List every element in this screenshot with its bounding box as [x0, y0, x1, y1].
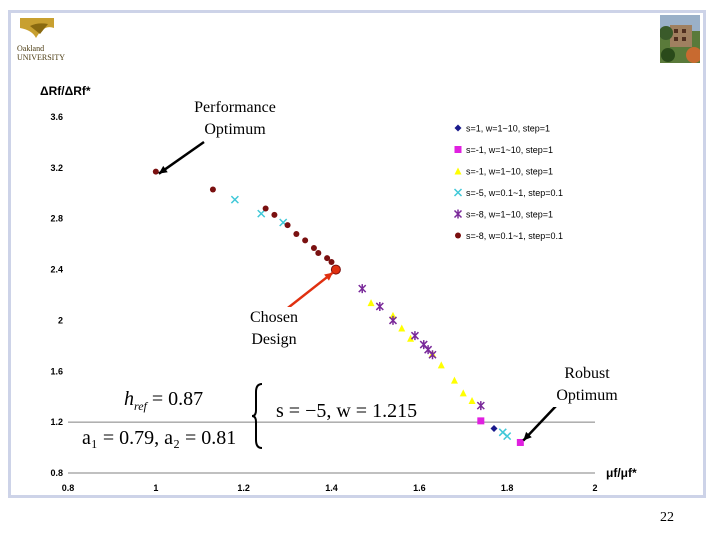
x-axis-title: μf/μf*	[606, 466, 637, 480]
href-equation: href = 0.87	[124, 388, 203, 414]
y-tick-label: 2.4	[50, 265, 63, 275]
sw-params-equation: s = −5, w = 1.215	[276, 400, 418, 422]
slide-frame	[8, 10, 706, 498]
x-tick-label: 2	[592, 483, 597, 493]
data-point	[209, 186, 216, 193]
data-point	[358, 284, 367, 294]
data-point	[302, 237, 309, 244]
chosen-design-point	[330, 264, 341, 275]
legend-label: s=-8, w=0.1~1, step=0.1	[466, 231, 563, 241]
robust-arrow-head	[523, 431, 532, 441]
data-point	[428, 350, 437, 360]
y-tick-label: 1.2	[50, 417, 63, 427]
robust-optimum-line1: Robust	[564, 365, 610, 382]
campus-photo-icon	[660, 15, 700, 63]
brace-icon	[252, 383, 263, 449]
y-tick-label: 0.8	[50, 468, 63, 478]
data-point	[388, 315, 398, 325]
legend-label: s=-5, w=0.1~1, step=0.1	[466, 188, 563, 198]
logo-line2: UNIVERSITY	[17, 53, 65, 62]
performance-optimum-line2: Optimum	[204, 121, 266, 138]
legend-label: s=1, w=1~10, step=1	[466, 124, 550, 134]
performance-arrow-head	[158, 165, 168, 174]
x-tick-label: 1.2	[237, 483, 250, 493]
x-tick-label: 1	[153, 483, 158, 493]
data-point	[324, 255, 331, 262]
legend-marker	[454, 167, 462, 175]
data-point	[477, 417, 485, 425]
chosen-arrow-head	[324, 272, 333, 281]
y-tick-label: 3.6	[50, 112, 63, 122]
href-symbol: h	[124, 388, 134, 410]
data-point	[230, 195, 239, 204]
y-axis-title: ΔRf/ΔRf*	[40, 84, 91, 98]
robust-optimum-line2: Optimum	[556, 387, 618, 404]
chosen-design-line2: Design	[251, 331, 297, 348]
data-point	[375, 301, 384, 311]
href-subscript: ref	[134, 399, 147, 413]
data-point	[310, 244, 317, 251]
performance-optimum-label: Performance Optimum	[170, 97, 300, 141]
robust-optimum-label: Robust Optimum	[540, 363, 634, 407]
data-point	[410, 331, 419, 341]
performance-optimum-line1: Performance	[194, 99, 276, 116]
logo-line1: Oakland	[17, 44, 45, 53]
data-point	[476, 401, 485, 411]
data-point	[262, 205, 269, 212]
chosen-design-line1: Chosen	[250, 309, 298, 326]
legend-label: s=-8, w=1~10, step=1	[466, 210, 553, 220]
data-point	[490, 425, 498, 432]
x-tick-label: 1.8	[501, 483, 514, 493]
legend-marker	[453, 209, 463, 219]
data-point	[315, 250, 322, 257]
data-point	[284, 222, 291, 229]
data-point	[257, 209, 266, 218]
data-point	[389, 311, 397, 319]
legend-marker	[453, 188, 463, 197]
y-tick-label: 2.8	[50, 214, 63, 224]
legend-marker	[454, 146, 462, 153]
chosen-design-label: Chosen Design	[224, 307, 324, 351]
data-point	[516, 438, 524, 446]
data-point	[503, 432, 512, 441]
data-point	[459, 389, 467, 397]
y-tick-label: 3.2	[50, 163, 63, 173]
y-tick-label: 2	[58, 315, 63, 325]
data-point	[367, 299, 375, 307]
data-point	[328, 258, 335, 265]
legend-marker	[454, 124, 462, 132]
data-point	[437, 361, 445, 369]
legend-label: s=-1, w=1~10, step=1	[466, 145, 553, 155]
data-point	[398, 324, 406, 332]
slide-number: 22	[660, 510, 674, 525]
data-point	[271, 211, 278, 218]
data-point	[450, 376, 458, 384]
university-logo-icon	[20, 18, 54, 38]
performance-arrow	[158, 140, 205, 175]
x-tick-label: 1.4	[325, 483, 338, 493]
data-point	[468, 397, 476, 405]
x-tick-label: 1.6	[413, 483, 426, 493]
data-point	[407, 334, 415, 342]
legend-marker	[455, 232, 461, 239]
y-tick-label: 1.6	[50, 366, 63, 376]
data-point	[293, 230, 300, 237]
href-value: = 0.87	[146, 388, 204, 410]
a-params-equation: a₁ = 0.79, a₂ = 0.81	[82, 427, 237, 449]
legend-label: s=-1, w=1~10, step=1	[466, 167, 553, 177]
x-tick-label: 0.8	[62, 483, 75, 493]
logo-text: Oakland UNIVERSITY	[17, 44, 65, 62]
data-point	[152, 168, 159, 175]
